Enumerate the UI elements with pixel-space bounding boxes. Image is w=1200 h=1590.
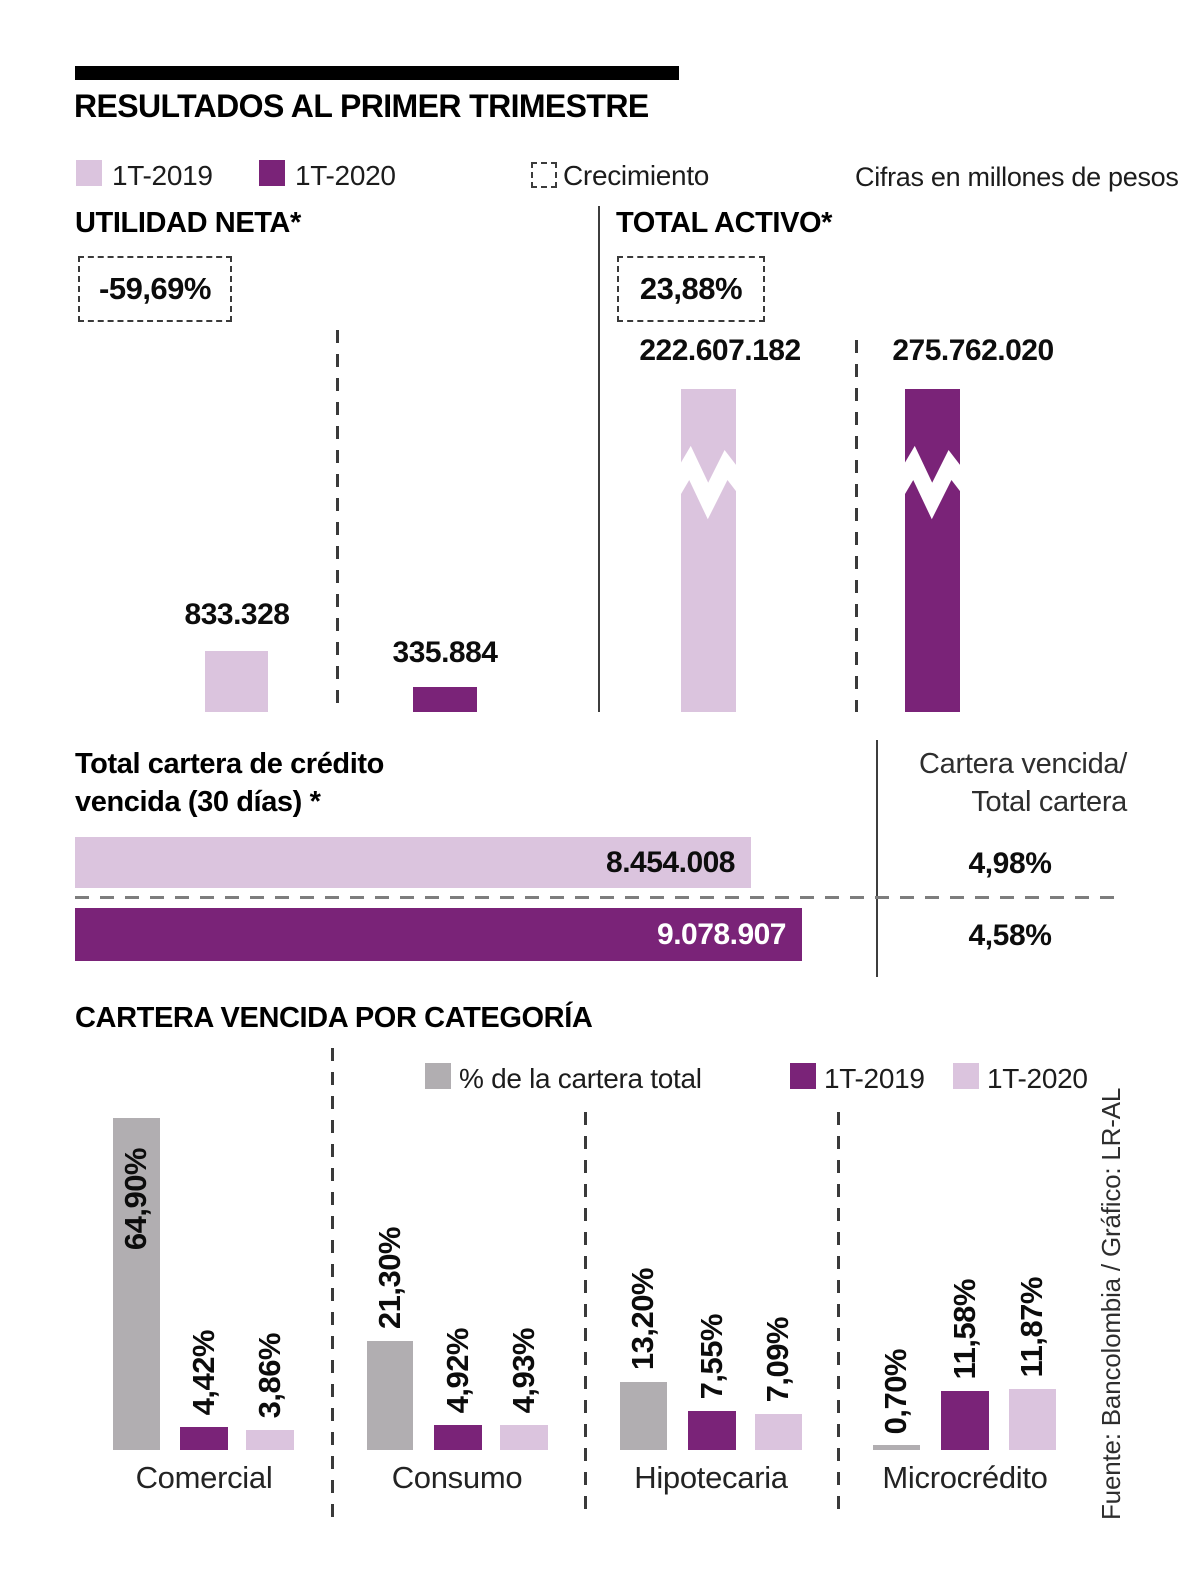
cartera-ratio-2020: 4,58% [968,919,1052,952]
categoria-divider-3 [837,1112,840,1520]
legend-swatch-1t2020 [259,160,285,191]
swatch-dark-purple [259,160,285,186]
categoria-legend-label-2019: 1T-2019 [824,1063,925,1094]
bar-hipotecaria-total [620,1382,667,1450]
cartera-hbar-2020: 9.078.907 [75,908,802,961]
total-activo-bar-2020 [887,389,977,712]
bar-label-consumo-total: 21,30% [372,1226,407,1329]
categoria-divider-2 [584,1112,587,1520]
bar-label-consumo-2020: 4,93% [506,1327,541,1413]
categoria-bar-chart: 64,90% 4,42% 3,86% Comercial 21,30% 4,92… [75,1095,1125,1495]
bar-label-comercial-total: 64,90% [118,1147,153,1250]
bar-consumo-total [367,1341,413,1450]
bar-hipotecaria-2020 [755,1414,802,1450]
ratio-header-line2: Total cartera [971,786,1127,818]
title-accent-bar [75,66,679,80]
swatch-light-purple [76,160,102,186]
bar-label-hipotecaria-total: 13,20% [625,1267,660,1370]
bar-comercial-total [113,1118,160,1450]
utilidad-neta-bar-2020 [413,687,477,712]
total-activo-value-2020: 275.762.020 [892,334,1054,367]
bar-label-microcredito-2020: 11,87% [1014,1276,1049,1377]
categoria-section-title: CARTERA VENCIDA POR CATEGORÍA [75,1002,593,1034]
categoria-legend-swatch-2019 [790,1063,816,1094]
bar-microcredito-2019 [941,1391,989,1450]
utilidad-neta-title: UTILIDAD NETA* [75,207,301,239]
legend-label-1t2019: 1T-2019 [112,160,213,191]
source-credit: Fuente: Bancolombia / Gráfico: LR-AL [1096,1087,1126,1520]
bar-label-hipotecaria-2019: 7,55% [694,1313,729,1399]
units-note: Cifras en millones de pesos [855,162,1179,192]
categoria-legend-swatch-total [425,1063,451,1094]
bar-comercial-2019 [180,1427,228,1450]
cartera-vencida-title: Total cartera de crédito vencida (30 día… [75,745,384,821]
bar-label-microcredito-total: 0,70% [878,1348,913,1434]
cartera-value-2019: 8.454.008 [606,845,735,879]
legend-swatch-1t2019 [76,160,102,191]
bar-microcredito-total [873,1445,920,1450]
cartera-dashed-separator [75,896,1125,899]
ratio-column-header: Cartera vencida/ Total cartera [877,745,1127,821]
bar-label-hipotecaria-2020: 7,09% [760,1316,795,1402]
total-activo-bar-2019 [663,389,753,712]
swatch-gray [425,1063,451,1089]
categoria-legend-label-2020: 1T-2020 [987,1063,1088,1094]
page-title: RESULTADOS AL PRIMER TRIMESTRE [74,88,649,124]
bar-consumo-2020 [500,1425,548,1450]
total-activo-title: TOTAL ACTIVO* [616,207,833,239]
ratio-divider-line [876,740,878,977]
ratio-header-line1: Cartera vencida/ [919,748,1127,780]
category-label-microcredito: Microcrédito [882,1460,1048,1495]
bar-label-consumo-2019: 4,92% [440,1327,475,1413]
utilidad-neta-growth-box: -59,69% [78,256,232,322]
bar-label-comercial-2020: 3,86% [252,1332,287,1418]
categoria-divider-1 [331,1048,334,1520]
bar-consumo-2019 [434,1425,482,1450]
utilidad-neta-value-2019: 833.328 [184,598,290,631]
bar-label-microcredito-2019: 11,58% [947,1278,982,1379]
utilidad-neta-dashed-divider [336,330,339,712]
category-label-hipotecaria: Hipotecaria [634,1460,788,1495]
bar-comercial-2020 [246,1430,294,1450]
total-activo-growth-box: 23,88% [617,256,765,322]
axis-break-icon [887,445,977,520]
category-label-comercial: Comercial [135,1460,273,1495]
cartera-ratio-2019: 4,98% [968,847,1052,880]
utilidad-neta-bar-2019 [205,651,268,712]
dashed-box-icon [531,162,557,188]
swatch-light-purple [953,1063,979,1089]
bar-hipotecaria-2019 [688,1411,736,1450]
growth-legend-icon [531,162,557,193]
cartera-vencida-title-line1: Total cartera de crédito [75,748,384,780]
total-activo-value-2019: 222.607.182 [639,334,801,367]
category-label-consumo: Consumo [391,1460,523,1495]
categoria-legend-label-total: % de la cartera total [459,1063,702,1094]
bar-microcredito-2020 [1009,1389,1056,1450]
utilidad-neta-value-2020: 335.884 [392,636,498,669]
total-activo-growth-value: 23,88% [639,271,743,306]
bar-label-comercial-2019: 4,42% [186,1329,221,1415]
swatch-dark-purple [790,1063,816,1089]
axis-break-icon [663,445,753,520]
total-activo-dashed-divider [855,340,858,712]
utilidad-neta-growth-value: -59,69% [99,271,211,306]
categoria-legend-swatch-2020 [953,1063,979,1094]
growth-legend-label: Crecimiento [563,160,710,191]
cartera-hbar-2019: 8.454.008 [75,837,751,888]
legend-label-1t2020: 1T-2020 [295,160,396,191]
section-divider-line [598,206,600,712]
cartera-vencida-title-line2: vencida (30 días) * [75,786,321,818]
cartera-value-2020: 9.078.907 [657,917,786,951]
